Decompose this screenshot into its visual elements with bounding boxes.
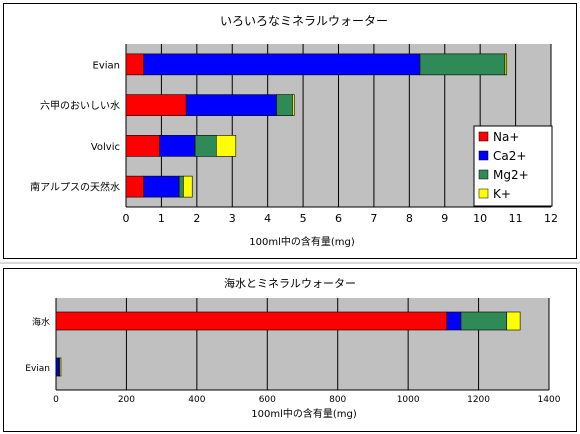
x-tick-label: 12: [544, 212, 558, 225]
chart-seawater: 海水とミネラルウォーター 0 200 400 600 800 1000 1200 1400 海水…: [25, 276, 561, 420]
chart-title: 海水とミネラルウォーター: [224, 276, 356, 290]
x-tick-label: 800: [329, 395, 346, 405]
x-tick-label: 600: [259, 395, 276, 405]
y-category-label: Evian: [25, 364, 50, 374]
bar-segment-k: [292, 94, 295, 116]
x-tick-label: 4: [264, 212, 271, 225]
bar-segment-mg2: [194, 135, 217, 157]
bar-segment-ca2: [446, 311, 462, 331]
x-tick-label: 200: [118, 395, 135, 405]
y-category-label: 六甲のおいしい水: [40, 100, 120, 112]
y-category-label: Volvic: [91, 142, 120, 153]
legend: Na+ Ca2+ Mg2+ K+: [473, 125, 553, 207]
x-tick-label: 7: [370, 212, 377, 225]
bar-segment-k: [183, 175, 193, 198]
bar-segment-ca2: [159, 135, 196, 157]
x-tick-label: 1400: [538, 395, 561, 405]
legend-swatch-na: [478, 131, 489, 142]
x-tick-label: 1000: [397, 395, 420, 405]
x-tick-label: 3: [229, 212, 236, 225]
bar-segment-mg2: [178, 175, 184, 198]
x-axis-label: 100ml中の含有量(mg): [249, 235, 355, 248]
x-tick-label: 0: [53, 395, 59, 405]
x-tick-label: 1200: [467, 395, 490, 405]
x-tick-label: 1: [158, 212, 165, 225]
bar-segment-k: [504, 53, 508, 76]
bar-segment-k: [216, 135, 237, 157]
separator: [0, 262, 580, 264]
x-axis-label: 100ml中の含有量(mg): [251, 407, 357, 420]
y-category-label: 南アルプスの天然水: [30, 181, 120, 194]
chart-panel-minerals: いろいろなミネラルウォーター 0 1 2 3 4 5 6 7 8 9 10 11 12 Evian 六甲のお…: [3, 3, 577, 259]
x-tick-label: 11: [509, 212, 523, 225]
chart-minerals: いろいろなミネラルウォーター 0 1 2 3 4 5 6 7 8 9 10 11 12Evian六甲のお…: [30, 14, 558, 248]
x-tick-label: 400: [188, 395, 205, 405]
bar-segment-na: [125, 53, 145, 76]
bar-segment-k: [506, 311, 521, 331]
bar-segment-ca2: [143, 53, 421, 76]
x-tick-label: 0: [123, 212, 130, 225]
x-tick-label: 10: [473, 212, 487, 225]
plot-area: 0 200 400 600 800 1000 1200 1400 海水 Evian: [25, 298, 561, 405]
bar-segment-mg2: [276, 94, 293, 116]
bar-segment-na: [55, 311, 448, 331]
bar-segment-mg2: [460, 311, 508, 331]
bar-segment-ca2: [55, 357, 60, 377]
x-tick-label: 5: [300, 212, 307, 225]
bar-segment-k: [59, 357, 62, 377]
y-category-label: Evian: [93, 60, 120, 71]
legend-swatch-k: [478, 188, 489, 199]
x-tick-label: 6: [335, 212, 342, 225]
legend-label-na: Na+: [493, 130, 519, 144]
chart-title: いろいろなミネラルウォーター: [220, 14, 388, 28]
bar-segment-ca2: [143, 175, 180, 198]
legend-swatch-mg: [478, 169, 489, 180]
bar-segment-mg2: [419, 53, 506, 76]
legend-label-ca: Ca2+: [493, 149, 526, 163]
bar-segment-na: [125, 135, 160, 157]
x-tick-label: 8: [406, 212, 413, 225]
bar-segment-na: [125, 175, 145, 198]
chart-panel-seawater: 海水とミネラルウォーター 0 200 400 600 800 1000 1200 1400 海水…: [3, 268, 577, 432]
x-tick-label: 2: [193, 212, 200, 225]
y-category-label: 海水: [32, 316, 50, 328]
x-tick-label: 9: [441, 212, 448, 225]
bar-segment-ca2: [185, 94, 277, 116]
bar-segment-na: [125, 94, 187, 116]
legend-label-mg: Mg2+: [493, 168, 529, 182]
legend-swatch-ca: [478, 150, 489, 161]
legend-label-k: K+: [493, 187, 511, 201]
